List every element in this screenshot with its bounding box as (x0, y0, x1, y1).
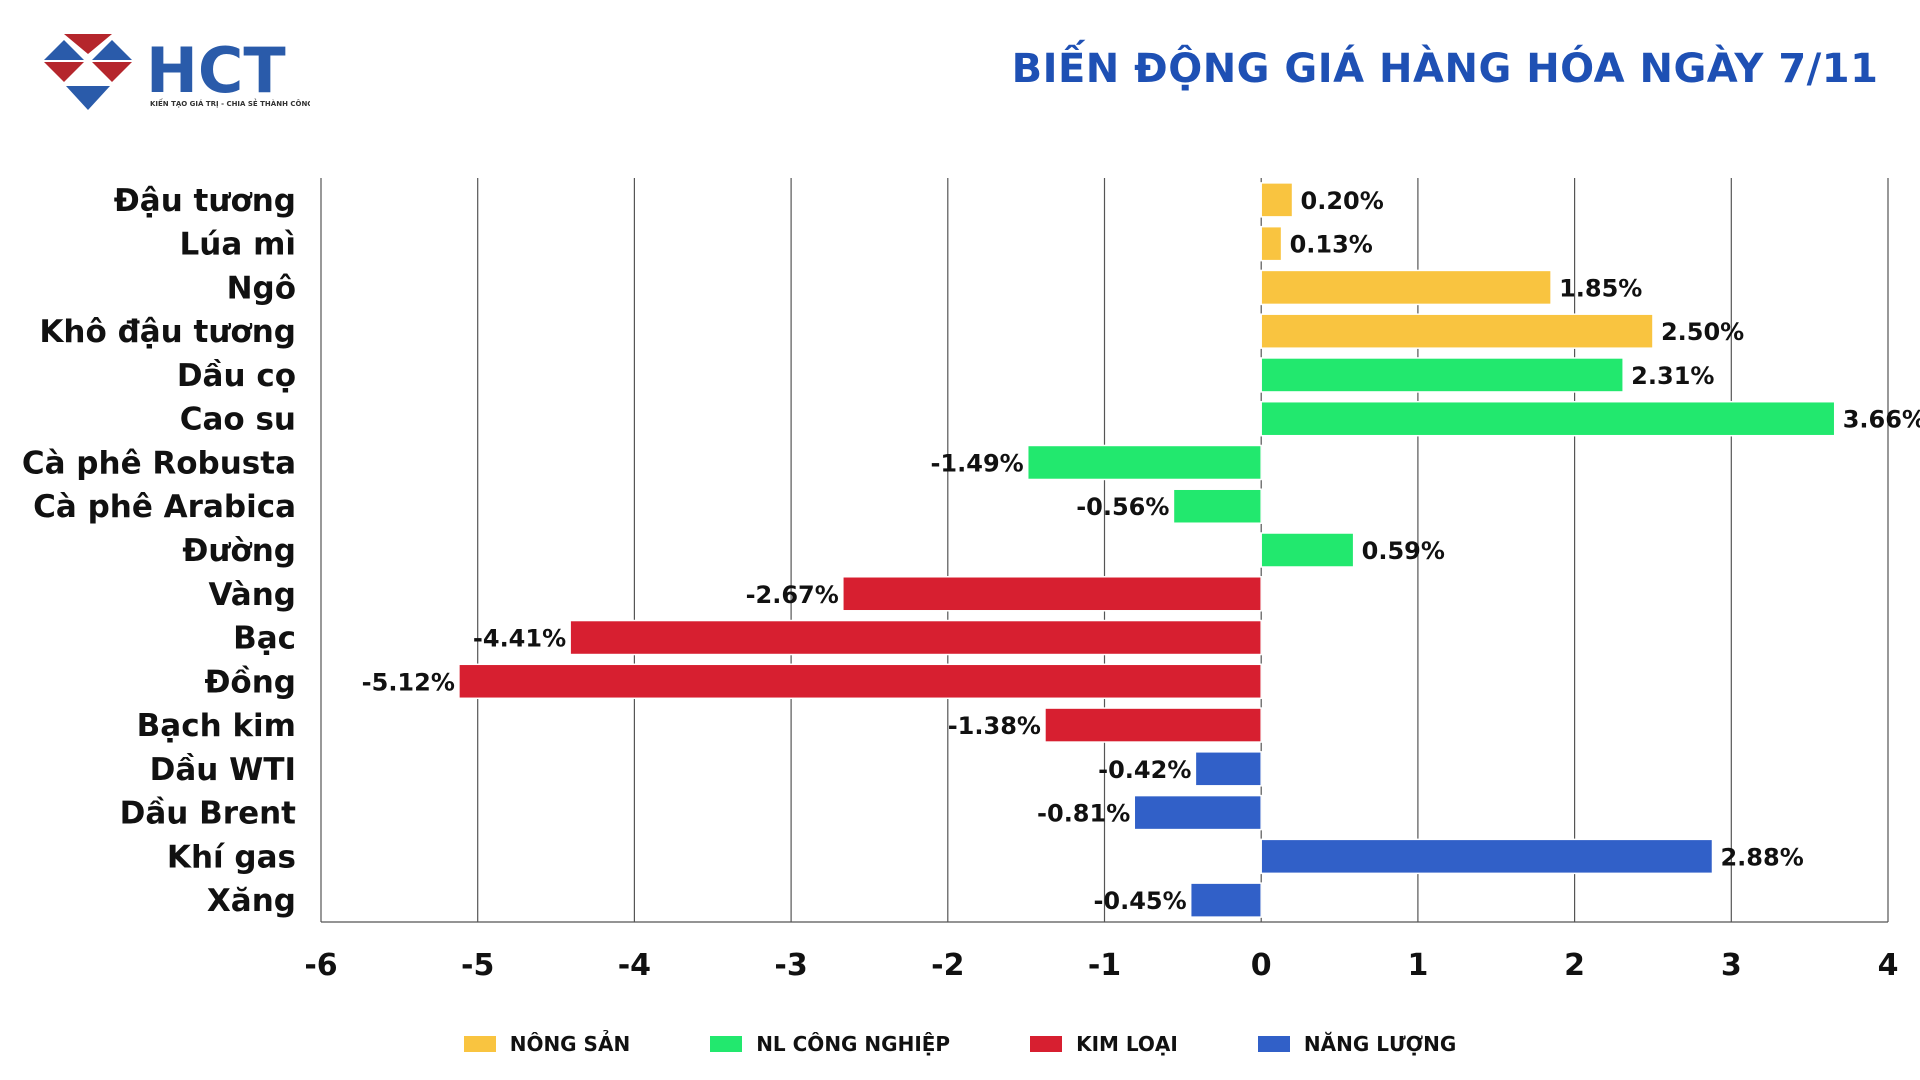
bar (842, 576, 1262, 612)
category-label: Ngô (227, 270, 296, 306)
data-label: -0.81% (1037, 800, 1130, 828)
bar (1133, 794, 1262, 831)
bar (1260, 532, 1355, 568)
category-label: Dầu WTI (150, 752, 296, 788)
x-tick-label: -6 (304, 948, 337, 983)
category-label: Bạc (233, 621, 296, 657)
data-label: 2.50% (1661, 318, 1744, 346)
data-label: 0.59% (1362, 537, 1445, 565)
x-tick-label: -2 (931, 948, 964, 983)
category-label: Đồng (204, 664, 296, 700)
bar (1260, 225, 1283, 262)
legend-label: NÔNG SẢN (509, 1032, 631, 1056)
bar (1172, 488, 1262, 524)
category-label: Cao su (180, 402, 296, 438)
legend-swatch (1030, 1036, 1063, 1052)
x-tick-label: -1 (1088, 948, 1121, 983)
data-label: -0.56% (1076, 493, 1169, 521)
x-tick-label: 2 (1564, 948, 1585, 983)
data-label: 0.20% (1301, 187, 1384, 215)
bar-chart: -6 -5 -4 -3 -2 -1 0 1 2 3 4 Đậu tương 0.20% Lúa mì 0.1… (22, 178, 1920, 983)
category-label: Đường (182, 533, 296, 569)
bar (1044, 707, 1262, 743)
legend-label: NL CÔNG NGHIỆP (756, 1032, 951, 1056)
bar (1260, 400, 1836, 437)
legend-swatch (710, 1036, 743, 1052)
x-tick-label: -4 (618, 948, 651, 983)
legend-label: NĂNG LƯỢNG (1303, 1032, 1457, 1056)
x-tick-label: -3 (774, 948, 807, 983)
data-label: -4.41% (473, 625, 566, 653)
category-label: Khí gas (167, 839, 296, 875)
legend-swatch (463, 1036, 496, 1052)
data-label: -0.42% (1098, 756, 1191, 784)
bar (1260, 313, 1654, 349)
legend-item: KIM LOẠI (1030, 1032, 1178, 1056)
category-label: Cà phê Arabica (33, 489, 296, 525)
bar (1260, 269, 1552, 306)
category-label: Dầu Brent (120, 796, 297, 832)
bar (1260, 357, 1624, 393)
x-tick-label: 0 (1251, 948, 1272, 983)
legend-swatch (1257, 1036, 1290, 1052)
bar (458, 663, 1262, 700)
data-label: 1.85% (1559, 274, 1642, 302)
bar (1260, 182, 1294, 218)
bar (1026, 444, 1262, 481)
chart-title: BIẾN ĐỘNG GIÁ HÀNG HÓA NGÀY 7/11 (1011, 46, 1879, 92)
data-label: 0.13% (1290, 231, 1373, 259)
legend-item: NL CÔNG NGHIỆP (710, 1032, 950, 1056)
x-tick-label: 4 (1878, 948, 1899, 983)
logo-text: HCT (146, 34, 286, 107)
category-label: Dầu cọ (177, 358, 296, 394)
category-label: Bạch kim (137, 708, 296, 744)
logo-tagline: KIẾN TẠO GIÁ TRỊ - CHIA SẺ THÀNH CÔNG (150, 98, 310, 108)
legend-item: NĂNG LƯỢNG (1257, 1032, 1457, 1056)
bar (569, 619, 1262, 656)
category-label: Khô đậu tương (39, 314, 296, 350)
category-label: Vàng (209, 577, 296, 613)
data-label: 2.88% (1720, 843, 1803, 871)
data-label: 3.66% (1843, 406, 1920, 434)
data-label: -1.38% (948, 712, 1041, 740)
hct-logo: HCT KIẾN TẠO GIÁ TRỊ - CHIA SẺ THÀNH CÔN… (40, 34, 313, 118)
legend-item: NÔNG SẢN (463, 1032, 631, 1056)
category-label: Cà phê Robusta (22, 445, 296, 481)
x-tick-label: 1 (1407, 948, 1428, 983)
bar (1260, 838, 1714, 875)
legend-label: KIM LOẠI (1076, 1032, 1178, 1056)
data-label: -2.67% (746, 581, 839, 609)
data-label: -5.12% (362, 668, 455, 696)
bar (1189, 882, 1262, 918)
category-label: Xăng (207, 883, 296, 919)
legend: NÔNG SẢN NL CÔNG NGHIỆP KIM LOẠI NĂNG LƯỢNG (0, 1032, 1920, 1056)
x-tick-label: -5 (461, 948, 494, 983)
category-label: Đậu tương (114, 183, 296, 219)
data-label: 2.31% (1631, 362, 1714, 390)
data-label: -0.45% (1093, 887, 1186, 915)
x-tick-label: 3 (1721, 948, 1742, 983)
data-label: -1.49% (930, 449, 1023, 477)
bar (1194, 751, 1262, 787)
category-label: Lúa mì (180, 227, 296, 263)
